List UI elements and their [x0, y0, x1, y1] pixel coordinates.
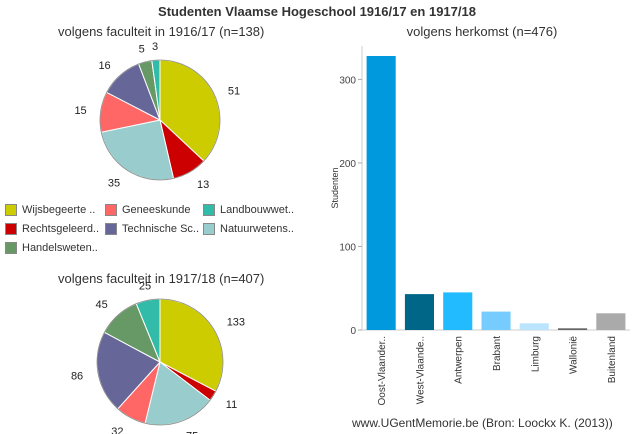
- pie-data-label: 75: [186, 431, 198, 434]
- pie-data-label: 35: [108, 177, 120, 189]
- legend-item: Handelsweten..: [5, 242, 98, 256]
- pie-data-label: 45: [96, 299, 108, 311]
- x-tick-label: Buitenland: [607, 336, 618, 383]
- bar[interactable]: [596, 313, 626, 330]
- y-tick-label: 0: [350, 326, 356, 337]
- legend-item: Geneeskunde: [105, 204, 191, 218]
- bar[interactable]: [366, 56, 396, 330]
- pie-data-label: 25: [139, 280, 151, 292]
- y-tick-label: 300: [339, 75, 356, 86]
- x-tick-label: Antwerpen: [454, 336, 465, 384]
- legend-item: Rechtsgeleerd..: [5, 223, 99, 237]
- legend-swatch: [203, 223, 215, 236]
- pie-chart-0: 51 13 35 15 16 5 3: [74, 41, 240, 191]
- bar[interactable]: [519, 323, 549, 330]
- pie-1916-title: volgens faculteit in 1916/17 (n=138): [58, 24, 265, 39]
- pie-1917-title: volgens faculteit in 1917/18 (n=407): [58, 271, 265, 286]
- legend-swatch: [5, 223, 17, 236]
- main-title: Studenten Vlaamse Hogeschool 1916/17 en …: [158, 4, 476, 19]
- legend-swatch: [105, 223, 117, 236]
- pie-data-label: 5: [139, 43, 145, 55]
- legend-label: Geneeskunde: [122, 204, 191, 217]
- pie-outline: [96, 298, 224, 426]
- pie-chart-1: 133 11 75 32 86 45 25: [71, 280, 245, 434]
- legend-item: Natuurwetens..: [203, 223, 294, 237]
- bar[interactable]: [481, 311, 511, 330]
- source-credit: www.UGentMemorie.be (Bron: Loockx K. (20…: [352, 416, 613, 430]
- bar[interactable]: [404, 294, 434, 330]
- bar-chart-title: volgens herkomst (n=476): [406, 24, 558, 39]
- x-tick-label: Brabant: [492, 336, 503, 371]
- bar[interactable]: [443, 292, 473, 330]
- legend-label: Technische Sc..: [122, 223, 200, 236]
- x-tick-label: Wallonië: [569, 336, 580, 374]
- y-tick-label: 200: [339, 159, 356, 170]
- bar-chart: 0 100 200 300 Studenten Oost-Vlaander.. West-V…: [330, 46, 630, 405]
- y-tick-label: 100: [339, 242, 356, 253]
- y-axis-label: Studenten: [330, 167, 340, 208]
- pie-data-label: 86: [71, 371, 83, 383]
- pie-data-label: 15: [74, 105, 86, 117]
- bar[interactable]: [558, 328, 588, 330]
- faculty-legend: Wijsbegeerte .. Geneeskunde Landbouwwet.. R…: [5, 204, 325, 258]
- legend-item: Wijsbegeerte ..: [5, 204, 95, 218]
- x-tick-label: West-Vlaande..: [415, 336, 426, 404]
- pie-outline: [99, 59, 221, 181]
- legend-label: Natuurwetens..: [220, 223, 294, 236]
- pie-data-label: 133: [227, 317, 245, 329]
- pie-data-label: 11: [226, 399, 237, 411]
- legend-swatch: [105, 204, 117, 217]
- pie-data-label: 32: [111, 426, 123, 434]
- legend-swatch: [5, 242, 17, 255]
- pie-data-label: 16: [98, 60, 110, 72]
- x-tick-label: Oost-Vlaander..: [377, 336, 388, 405]
- pie-data-label: 51: [228, 86, 240, 98]
- legend-label: Rechtsgeleerd..: [22, 223, 100, 236]
- legend-item: Landbouwwet..: [203, 204, 294, 218]
- legend-swatch: [203, 204, 215, 217]
- legend-label: Wijsbegeerte ..: [22, 204, 96, 217]
- pie-data-label: 3: [152, 41, 158, 53]
- legend-item: Technische Sc..: [105, 223, 199, 237]
- pie-data-label: 13: [197, 179, 209, 191]
- x-tick-label: Limburg: [530, 336, 541, 372]
- legend-label: Landbouwwet..: [220, 204, 294, 217]
- legend-swatch: [5, 204, 17, 217]
- legend-label: Handelsweten..: [22, 242, 98, 255]
